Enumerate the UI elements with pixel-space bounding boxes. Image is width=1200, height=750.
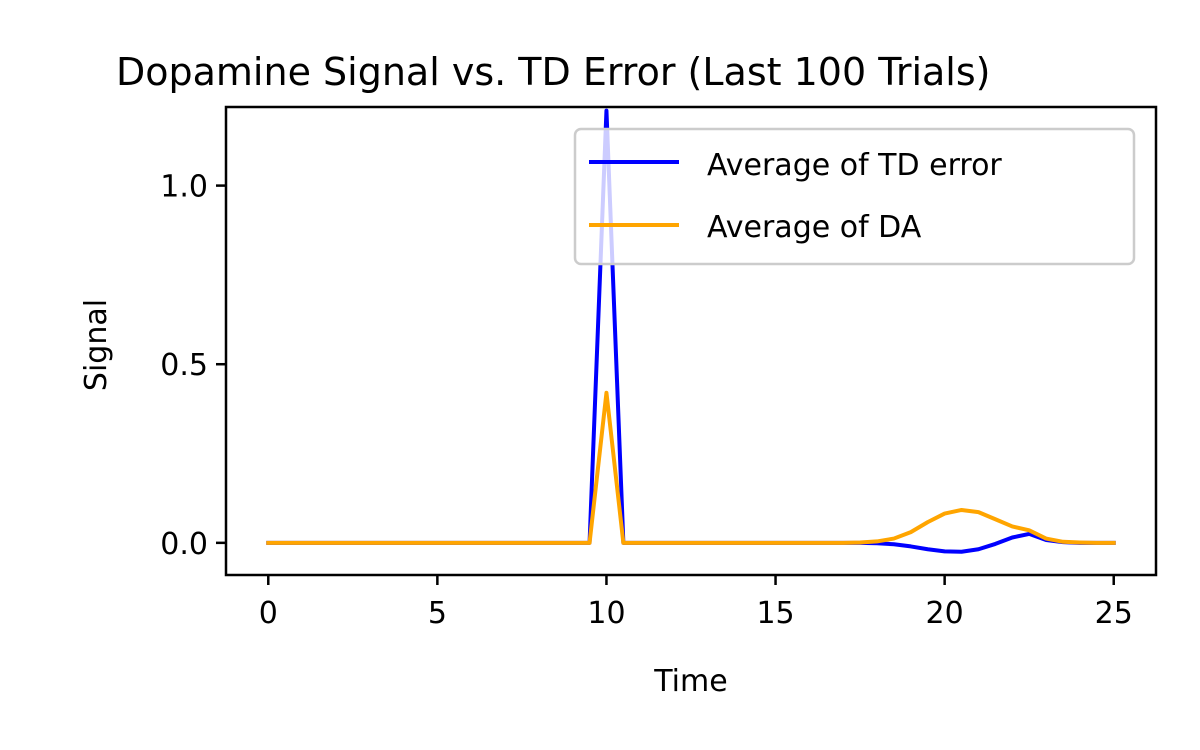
legend-box	[573, 127, 1136, 266]
plot-frame	[224, 105, 1158, 577]
x-tick-label: 25	[1095, 596, 1133, 631]
x-axis-label: Time	[653, 664, 727, 699]
legend-label-td-error: Average of TD error	[707, 148, 1002, 183]
y-axis: 0.0 0.5 1.0	[160, 170, 226, 562]
y-tick-label: 0.0	[160, 527, 208, 562]
x-axis: 0 5 10 15 20 25	[259, 575, 1133, 631]
y-axis-label: Signal	[79, 299, 114, 391]
chart-title: Dopamine Signal vs. TD Error (Last 100 T…	[116, 50, 990, 94]
legend: Average of TD error Average of DA	[573, 127, 1136, 266]
x-tick-label: 20	[926, 596, 964, 631]
y-tick-label: 1.0	[160, 170, 208, 205]
x-tick-label: 0	[259, 596, 278, 631]
x-tick-label: 5	[428, 596, 447, 631]
legend-label-da: Average of DA	[707, 210, 922, 245]
y-tick-label: 0.5	[160, 348, 208, 383]
x-tick-label: 10	[587, 596, 625, 631]
series-line-da	[266, 390, 1116, 545]
series-layer	[266, 108, 1116, 554]
x-tick-label: 15	[756, 596, 794, 631]
